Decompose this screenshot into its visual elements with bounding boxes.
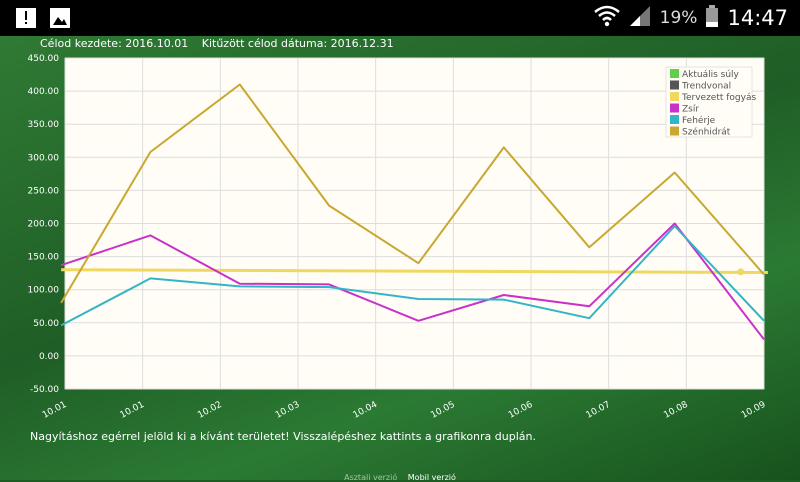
mobile-version-link[interactable]: Mobil verzió — [407, 473, 456, 482]
y-tick-label: 200.00 — [28, 220, 60, 230]
goal-start-label: Célod kezdete: 2016.10.01 — [40, 37, 189, 50]
zoom-hint: Nagyításhoz egérrel jelöld ki a kívánt t… — [30, 430, 536, 443]
y-tick-label: -50.00 — [30, 385, 59, 395]
clock: 14:47 — [727, 6, 788, 30]
desktop-version-link[interactable]: Asztali verzió — [344, 473, 398, 482]
battery-icon — [705, 4, 719, 32]
legend-label: Szénhidrát — [682, 127, 731, 138]
legend-label: Tervezett fogyás — [681, 93, 756, 103]
x-tick-label: 10.02 — [196, 400, 223, 421]
y-tick-label: 350.00 — [28, 120, 60, 130]
y-tick-label: 150.00 — [28, 253, 60, 263]
y-tick-label: 400.00 — [28, 87, 60, 97]
legend-swatch — [670, 115, 679, 124]
x-tick-label: 10.05 — [429, 400, 456, 421]
series-lines — [60, 83, 768, 341]
series-line-3[interactable] — [60, 222, 765, 341]
goal-target-label: Kitűzött célod dátuma: 2016.12.31 — [201, 37, 394, 50]
x-tick-label: 10.01 — [41, 400, 68, 421]
legend-swatch — [670, 103, 679, 113]
version-switch: Asztali verzió Mobil verzió — [0, 473, 800, 482]
x-tick-label: 10.03 — [274, 400, 301, 421]
image-notification-icon[interactable] — [48, 6, 72, 34]
nutrition-chart[interactable]: 450.00 400.00 350.00 300.00 250.00 200.00 150.… — [0, 36, 800, 436]
legend-label: Zsír — [682, 105, 699, 115]
y-tick-label: 450.00 — [28, 54, 60, 64]
legend-swatch — [670, 126, 679, 136]
battery-percent: 19% — [659, 8, 698, 28]
legend-label: Trendvonal — [681, 82, 731, 92]
legend-swatch — [670, 80, 679, 90]
y-tick-label: 100.00 — [28, 286, 60, 296]
y-tick-label: 250.00 — [28, 186, 60, 196]
series-line-2[interactable] — [61, 268, 768, 274]
series-line-4[interactable] — [60, 225, 765, 327]
y-axis-ticks: 450.00 400.00 350.00 300.00 250.00 200.00 150.… — [28, 54, 60, 395]
x-tick-label: 10.01 — [119, 400, 146, 421]
legend-label: Fehérje — [682, 115, 716, 126]
series-marker[interactable] — [737, 268, 745, 276]
goal-dates: Célod kezdete: 2016.10.01 Kitűzött célod… — [40, 37, 404, 50]
grid-lines — [64, 57, 765, 390]
legend-box — [665, 66, 753, 138]
signal-icon — [628, 4, 652, 32]
y-tick-label: 50.00 — [33, 319, 59, 329]
x-tick-label: 10.07 — [585, 400, 612, 421]
y-tick-label: 0.00 — [39, 352, 59, 362]
x-tick-label: 10.09 — [740, 400, 768, 421]
legend-swatch — [670, 92, 679, 101]
x-tick-label: 10.04 — [352, 400, 380, 421]
y-tick-label: 300.00 — [28, 153, 60, 163]
status-bar: 19% 14:47 — [0, 0, 800, 36]
legend-label: Aktuális súly — [682, 70, 740, 80]
x-tick-label: 10.06 — [507, 400, 535, 421]
x-tick-label: 10.08 — [662, 400, 690, 421]
x-axis-ticks: 10.01 10.01 10.02 10.03 10.04 10.05 10.06 10.07… — [41, 400, 768, 421]
wifi-icon — [593, 4, 620, 32]
alert-notification-icon[interactable] — [14, 6, 38, 34]
series-line-5[interactable] — [60, 83, 765, 304]
legend-swatch — [670, 69, 679, 78]
